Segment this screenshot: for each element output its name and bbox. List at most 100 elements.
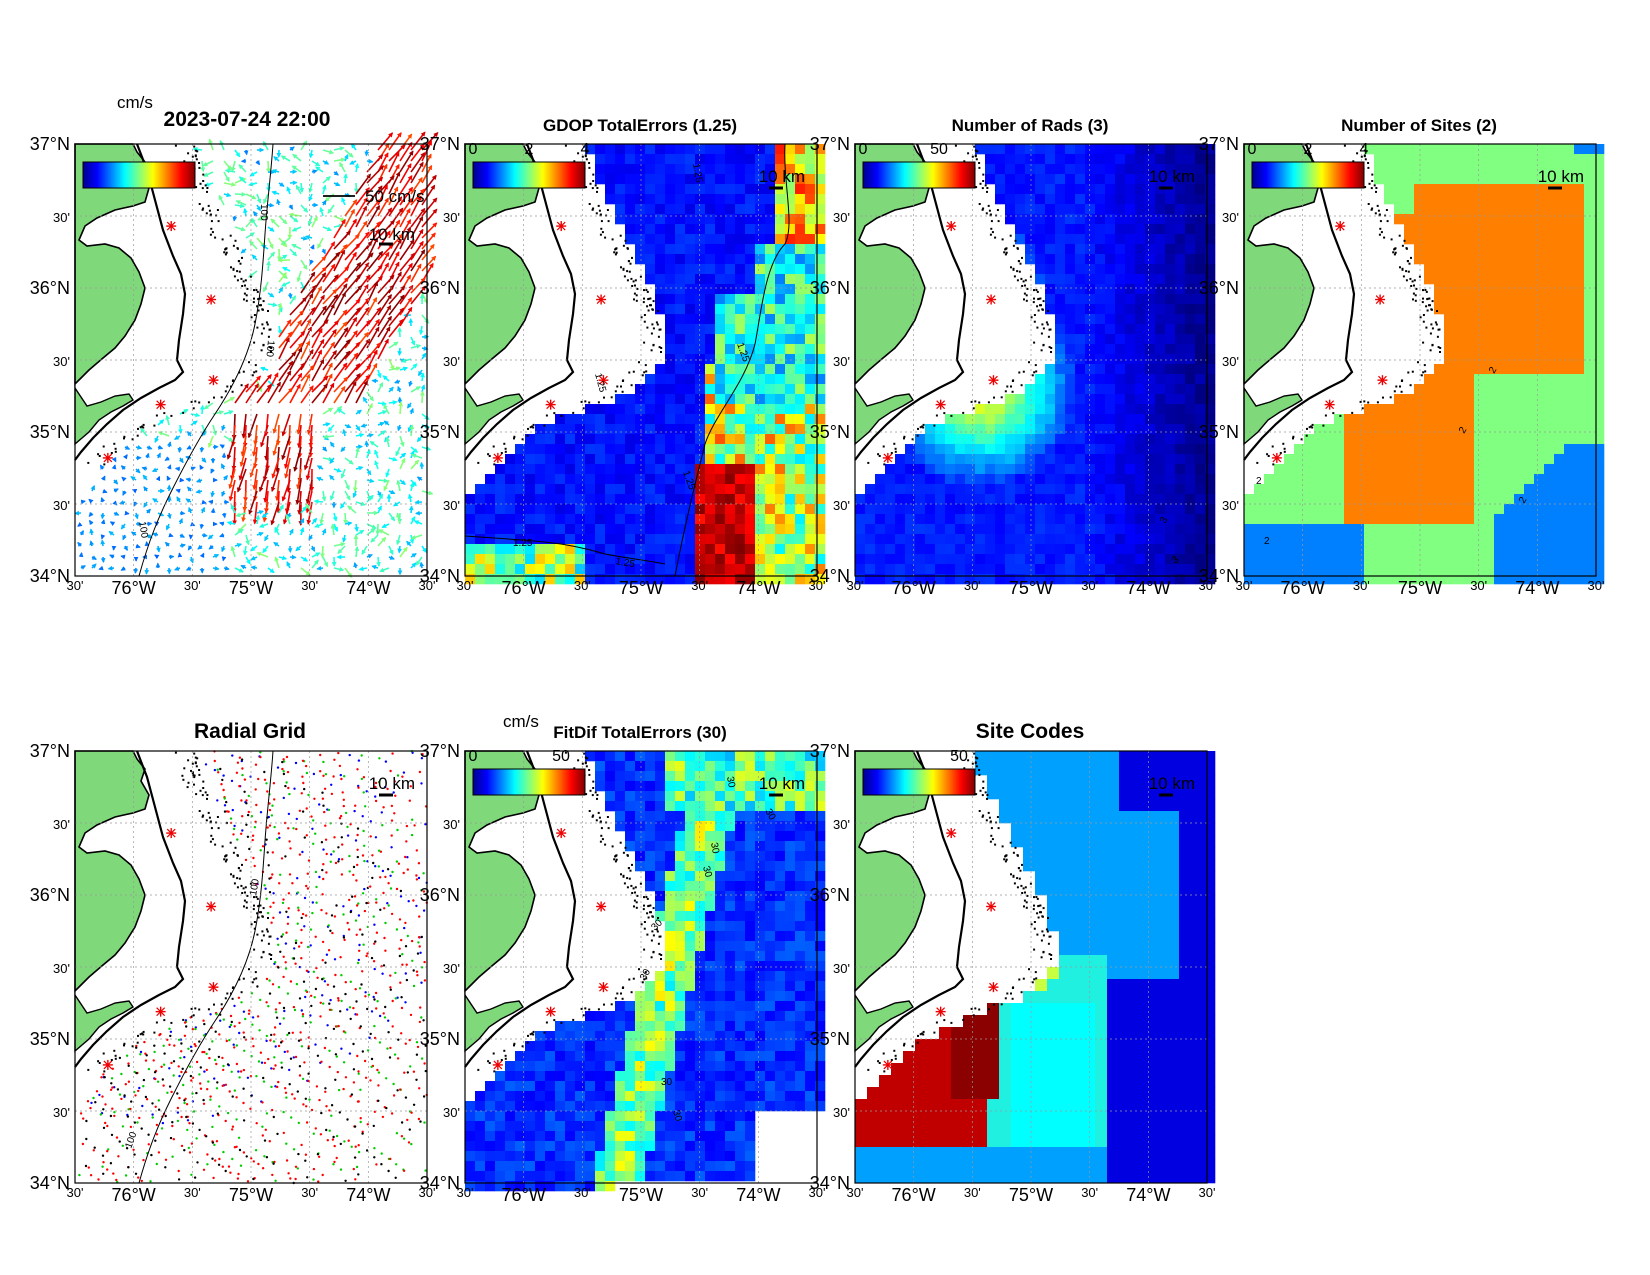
current-vector [333, 283, 348, 305]
current-vector [388, 386, 394, 393]
current-vector [306, 501, 313, 525]
current-vector [344, 490, 351, 501]
current-vector [311, 328, 323, 349]
current-vector [186, 444, 192, 450]
map-frame [74, 143, 428, 577]
current-vector [265, 160, 271, 174]
current-vector [377, 430, 387, 437]
site-markers [882, 221, 999, 463]
colorbar: 0 50 cm/s [469, 712, 586, 796]
site-markers [102, 221, 219, 463]
lon-tick-label: 75°W [1009, 1185, 1053, 1205]
current-vector [99, 464, 105, 470]
current-vector [329, 457, 335, 464]
current-vector [300, 373, 311, 393]
current-vector [399, 546, 408, 558]
current-vector [316, 465, 324, 470]
current-vector [354, 162, 360, 173]
current-vector [200, 506, 206, 514]
current-vector [278, 504, 284, 514]
lat-tick-label: 37°N [810, 741, 850, 761]
contour-label: 1.25 [592, 372, 608, 394]
current-vector [280, 237, 291, 246]
current-vector [240, 564, 247, 570]
current-vector [212, 565, 220, 571]
current-vector [267, 226, 275, 232]
current-vector [421, 446, 432, 451]
current-vector [197, 544, 203, 550]
current-vector [228, 479, 236, 502]
current-vector [322, 328, 337, 349]
current-vector [311, 305, 327, 327]
current-vector [388, 545, 394, 556]
lat-tick-label: 37°N [810, 134, 850, 154]
current-vector [155, 475, 161, 482]
contour-label: 1.25 [690, 163, 704, 185]
current-vector [199, 464, 205, 471]
current-vector [223, 474, 228, 481]
current-vector [178, 457, 184, 464]
land-mass-south [74, 992, 134, 1053]
current-vector [273, 541, 280, 547]
current-vector [377, 505, 382, 514]
current-vector [278, 360, 294, 382]
current-vector [399, 252, 416, 272]
current-vector [366, 165, 385, 184]
lat-tick-label: 30' [443, 210, 460, 225]
current-vector [111, 464, 117, 470]
current-vector [278, 370, 292, 393]
contour-label: 1.25 [513, 538, 533, 549]
current-vector [300, 306, 316, 327]
colorbar-tick-label: 4 [1360, 141, 1369, 158]
current-vector [238, 164, 247, 173]
current-vector [219, 139, 225, 151]
field-cells [465, 751, 826, 1192]
coast-dots [87, 751, 273, 1073]
current-vector [185, 477, 192, 483]
current-vector [223, 192, 232, 198]
lat-tick-label: 36°N [1199, 278, 1239, 298]
colorbar: cm/s [82, 93, 196, 189]
current-vector [410, 195, 422, 217]
sitecodes-title: Site Codes [976, 720, 1085, 743]
current-vector [397, 385, 402, 393]
current-vector [179, 543, 186, 549]
current-vector [344, 479, 350, 491]
site-marker [556, 221, 567, 232]
current-vector [267, 237, 274, 250]
site-marker [102, 1059, 113, 1070]
current-vector [355, 501, 366, 506]
current-vector [333, 170, 339, 176]
current-vector [388, 512, 396, 522]
lon-tick-label: 30' [457, 578, 474, 593]
current-vector [410, 459, 420, 470]
field-cells [1244, 144, 1605, 585]
current-vector [321, 490, 327, 502]
lat-tick-label: 35°N [810, 1029, 850, 1049]
lat-tick-label: 37°N [30, 741, 70, 761]
current-vector [168, 554, 175, 560]
contour-label: 2 [1256, 476, 1262, 487]
current-vector [281, 479, 291, 502]
colorbar-gradient [472, 768, 586, 796]
current-vector [410, 207, 426, 228]
current-vector [406, 402, 412, 409]
current-vector [256, 551, 269, 558]
current-vector [235, 200, 247, 206]
current-vector [223, 565, 230, 571]
current-vector [120, 566, 126, 571]
lon-tick-label: 76°W [502, 1185, 546, 1205]
isobath-100m [138, 143, 274, 577]
current-vector [234, 149, 241, 158]
panel-nsites: Number of Sites (2) 37°N 30' 36°N 30' 35°N 30… [1199, 116, 1605, 598]
current-vector [240, 435, 247, 457]
lon-tick-label: 74°W [1126, 1185, 1170, 1205]
current-vector [319, 206, 324, 217]
current-vector [377, 381, 384, 393]
contour-label: 30 [724, 776, 737, 789]
scale-bar-label: 10 km [369, 774, 415, 793]
panel-gdop: GDOP TotalErrors (1.25) 37°N 30' 36°N 30' 35… [420, 116, 826, 598]
lat-tick-label: 30' [833, 817, 850, 832]
current-vector [242, 545, 248, 556]
scale-bar: 10 km [1538, 167, 1584, 190]
